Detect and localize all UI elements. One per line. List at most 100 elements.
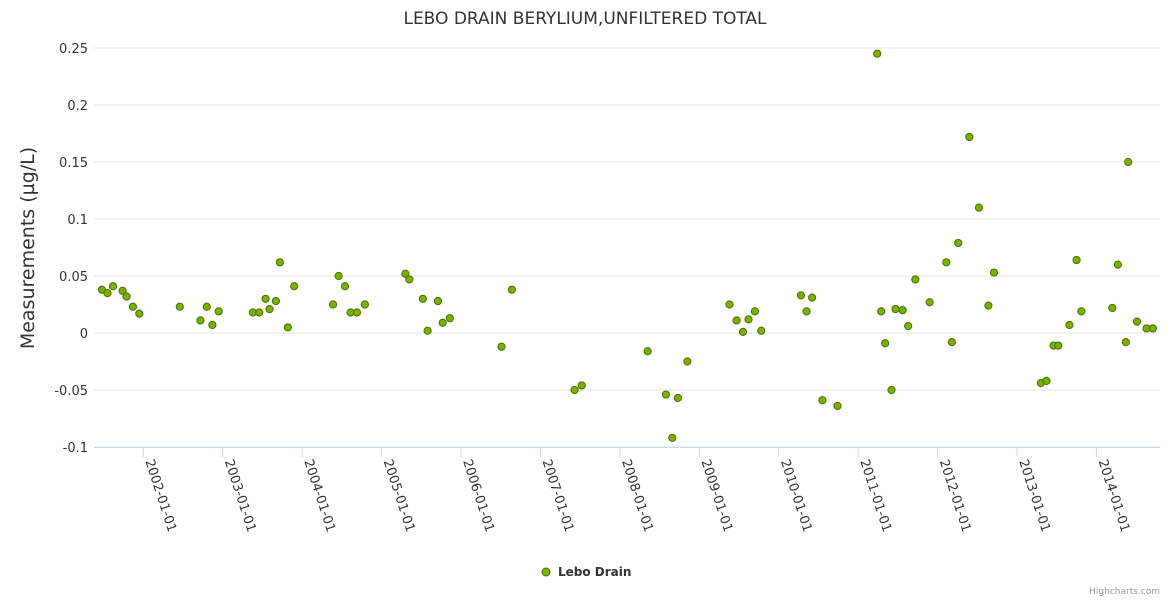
data-point[interactable] [360,300,369,309]
data-point[interactable] [445,314,454,323]
data-point[interactable] [974,203,983,212]
data-point[interactable] [1113,260,1123,269]
data-point[interactable] [405,275,414,284]
data-point[interactable] [401,269,410,278]
data-point[interactable] [725,300,734,309]
data-point[interactable] [570,385,579,395]
data-point[interactable] [1042,376,1051,385]
y-tick-label: 0.25 [59,42,88,57]
y-tick-label: -0.05 [54,384,88,399]
x-tick-label: 2013-01-01 [1015,458,1053,534]
data-point[interactable] [1072,255,1081,265]
x-tick-label: 2009-01-01 [697,458,735,534]
data-point[interactable] [122,292,131,301]
data-point[interactable] [196,316,205,325]
data-point[interactable] [898,306,907,315]
data-point[interactable] [1065,320,1074,330]
legend-item-lebo-drain[interactable]: Lebo Drain [558,565,631,579]
data-point[interactable] [118,286,127,295]
data-point[interactable] [328,300,338,309]
data-point[interactable] [989,268,999,277]
data-point[interactable] [103,289,112,298]
data-point[interactable] [732,316,741,325]
data-point[interactable] [433,296,443,306]
data-point[interactable] [507,285,516,294]
data-point[interactable] [1124,157,1133,167]
data-point[interactable] [1121,338,1130,347]
data-point[interactable] [738,327,748,336]
y-axis-label: Measurements (µg/L) [17,147,39,349]
data-point[interactable] [175,302,184,311]
data-point[interactable] [673,393,682,403]
data-point[interactable] [911,275,920,284]
data-point[interactable] [833,401,842,411]
data-point[interactable] [668,433,677,442]
credits-link[interactable]: Highcharts.com [1089,587,1160,597]
data-point[interactable] [1132,317,1142,326]
data-point[interactable] [757,326,766,335]
data-point[interactable] [261,294,270,303]
data-point[interactable] [290,282,299,291]
data-point[interactable] [128,302,138,311]
series-lebo-drain[interactable] [97,49,1157,442]
data-point[interactable] [1108,303,1117,313]
data-point[interactable] [904,322,913,331]
data-point[interactable] [873,49,882,58]
data-point[interactable] [1077,307,1086,316]
data-point[interactable] [208,320,217,330]
x-tick-label: 2004-01-01 [300,458,338,534]
y-tick-label: -0.1 [63,441,88,456]
data-point[interactable] [802,307,811,316]
data-point[interactable] [135,309,144,318]
data-point[interactable] [1054,341,1063,350]
data-point[interactable] [954,238,963,248]
data-point[interactable] [661,390,671,399]
data-point[interactable] [418,294,427,303]
data-point[interactable] [891,304,900,314]
x-tick-label: 2003-01-01 [221,458,259,534]
y-tick-label: 0.2 [67,99,88,114]
data-point[interactable] [275,258,284,267]
y-axis-ticks: 0.25 0.2 0.15 0.1 0.05 0 -0.05 -0.1 [54,42,88,456]
data-point[interactable] [214,307,223,316]
data-point[interactable] [683,357,692,366]
data-point[interactable] [108,282,118,291]
data-point[interactable] [577,381,586,390]
data-point[interactable] [942,258,951,267]
data-point[interactable] [750,307,759,316]
data-point[interactable] [947,338,956,347]
data-point[interactable] [271,296,281,306]
chart-title: LEBO DRAIN BERYLIUM,UNFILTERED TOTAL [403,9,767,29]
data-point[interactable] [283,323,292,332]
data-point[interactable] [423,326,432,335]
data-point[interactable] [877,307,886,316]
data-point[interactable] [265,304,274,314]
y-tick-label: 0.05 [59,270,88,285]
x-axis-ticks: 2002-01-01 2003-01-01 2004-01-01 2005-01-01… [141,447,1132,534]
data-point[interactable] [1148,324,1157,333]
x-tick-label: 2008-01-01 [618,458,656,534]
data-point[interactable] [643,347,652,356]
data-point[interactable] [334,271,343,281]
data-point[interactable] [925,298,934,307]
data-point[interactable] [352,308,362,317]
data-point[interactable] [340,282,350,291]
data-point[interactable] [796,291,806,300]
y-tick-label: 0 [80,327,88,342]
x-tick-label: 2011-01-01 [856,458,894,534]
data-point[interactable] [881,339,890,348]
data-point[interactable] [818,396,827,405]
data-point[interactable] [202,302,211,311]
data-point[interactable] [438,318,447,327]
legend[interactable]: Lebo Drain [541,565,631,579]
x-tick-label: 2002-01-01 [141,458,179,534]
data-point[interactable] [984,301,993,310]
data-point[interactable] [887,385,896,395]
data-point[interactable] [744,315,753,324]
data-point[interactable] [965,132,974,142]
data-point[interactable] [497,342,506,351]
y-gridlines [94,47,1160,448]
data-point[interactable] [255,308,264,317]
data-point[interactable] [807,293,817,302]
